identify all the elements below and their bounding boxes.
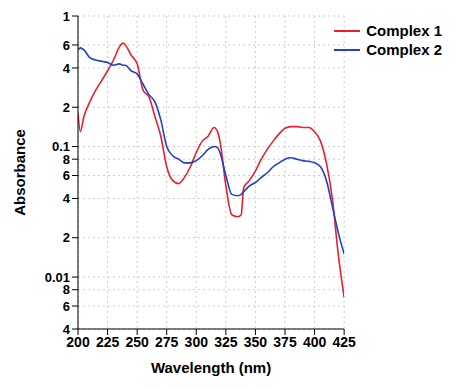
svg-text:0.01: 0.01 [44, 269, 70, 285]
svg-text:6: 6 [63, 299, 70, 314]
svg-text:200: 200 [66, 333, 90, 350]
svg-text:225: 225 [96, 334, 120, 350]
svg-text:425: 425 [332, 334, 356, 350]
svg-text:8: 8 [63, 152, 70, 167]
svg-text:250: 250 [125, 334, 149, 350]
html-text:Complex 2: Complex 2 [366, 41, 442, 58]
svg-text:6: 6 [63, 168, 70, 183]
svg-text:275: 275 [155, 334, 179, 350]
svg-text:350: 350 [244, 334, 268, 350]
svg-text:400: 400 [303, 334, 327, 350]
svg-text:2: 2 [63, 230, 70, 245]
svg-text:Absorbance: Absorbance [11, 129, 28, 216]
svg-text:2: 2 [63, 100, 70, 115]
svg-text:4: 4 [63, 191, 71, 206]
svg-text:4: 4 [63, 322, 71, 337]
svg-text:300: 300 [185, 334, 209, 350]
svg-text:Wavelength (nm): Wavelength (nm) [151, 359, 271, 376]
svg-text:8: 8 [63, 282, 70, 297]
html-text:Complex 1: Complex 1 [366, 22, 442, 39]
svg-text:6: 6 [63, 38, 70, 53]
svg-text:1: 1 [63, 9, 70, 24]
svg-text:375: 375 [273, 334, 297, 350]
svg-text:325: 325 [214, 334, 238, 350]
svg-text:4: 4 [63, 61, 71, 76]
svg-text:0.1: 0.1 [51, 139, 70, 155]
